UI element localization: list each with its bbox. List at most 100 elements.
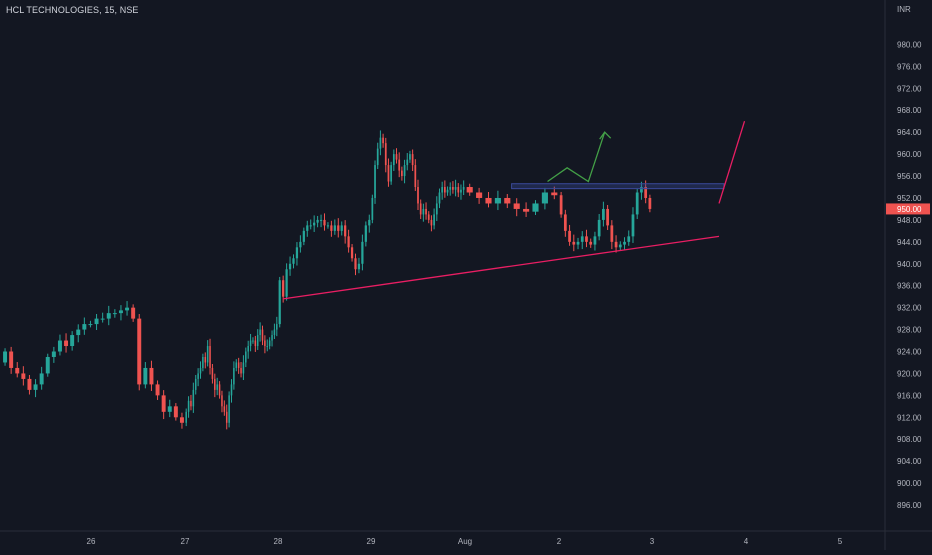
price-tick-label: 932.00 [897,304,922,313]
current-price-label: 950.00 [897,205,922,214]
candle-body [585,236,588,242]
time-tick-label: 5 [838,537,843,546]
price-tick-label: 912.00 [897,413,922,422]
candle-body [118,310,123,314]
candle-body [302,230,305,242]
candle-body [580,236,584,242]
candle-body [276,324,278,330]
candle-body [185,411,187,423]
price-tick-label: 920.00 [897,369,922,378]
candle-body [414,165,417,188]
candle-body [513,203,520,209]
candle-body [209,346,211,368]
candle-body [361,241,364,264]
candle-body [648,197,652,209]
time-tick-label: 29 [367,537,376,546]
candle-body [271,335,273,341]
candle-body [368,219,371,226]
candle-body [167,406,172,412]
price-tick-label: 908.00 [897,435,922,444]
candle-body [406,159,409,166]
candle-body [417,187,419,204]
candle-body [449,187,452,190]
candle-body [218,384,221,396]
time-tick-label: Aug [458,537,472,546]
price-tick-label: 948.00 [897,216,922,225]
candle-body [88,324,93,326]
candle-body [401,170,403,177]
candle-body [443,187,446,193]
candle-body [631,214,635,237]
candle-body [266,346,269,348]
candle-body [419,203,422,215]
candle-body [204,356,207,363]
candle-body [387,165,390,182]
candle-body [194,378,197,390]
candle-body [261,329,264,341]
candle-body [259,329,261,336]
candle-body [379,137,382,149]
time-tick-label: 3 [650,537,655,546]
price-tick-label: 936.00 [897,282,922,291]
candle-body [33,384,38,390]
candle-body [589,241,593,245]
candle-body [323,219,326,226]
candle-body [606,208,609,226]
candle-body [364,225,367,242]
candle-body [376,148,379,166]
breakout-zone[interactable] [511,183,725,190]
candle-body [452,187,454,190]
price-tick-label: 968.00 [897,106,922,115]
candle-body [288,263,292,270]
candle-body [523,208,530,212]
candle-body [190,400,192,407]
candle-body [27,378,32,390]
candle-body [395,154,398,160]
price-tick-label: 896.00 [897,501,922,510]
candle-body [618,244,622,248]
price-tick-label: 940.00 [897,260,922,269]
candle-body [559,195,563,215]
candle-body [76,329,81,336]
candle-body [131,307,136,319]
candle-body [254,340,257,347]
lower-trendline[interactable] [282,235,720,300]
candle-body [330,225,333,231]
candle-body [9,351,14,368]
candle-body [433,214,435,226]
candle-body [593,236,597,245]
candle-body [245,351,247,363]
price-tick-label: 956.00 [897,172,922,181]
candle-body [532,203,539,212]
candle-body [225,411,228,423]
candle-body [249,340,252,347]
candle-body [268,340,271,347]
candle-body [541,192,548,204]
candle-body [70,335,75,347]
candle-body [228,395,230,423]
currency-label: INR [897,5,911,14]
candle-body [627,236,631,242]
candle-body [199,367,202,374]
candle-body [441,187,444,193]
candle-body [403,165,406,177]
candle-body [623,241,626,245]
candle-body [371,197,374,220]
candle-body [374,165,376,198]
candle-body [425,208,427,215]
candle-body [235,362,238,368]
candle-body [384,143,387,166]
candle-body [313,222,316,226]
candle-body [39,373,44,385]
candle-body [644,187,648,198]
candle-body [45,356,50,374]
price-tick-label: 928.00 [897,326,922,335]
candle-body [240,367,242,374]
price-tick-label: 924.00 [897,348,922,357]
upper-trendline[interactable] [718,121,746,204]
projection-arrow[interactable] [547,131,606,183]
candle-body [382,137,384,144]
candle-body [476,192,483,198]
